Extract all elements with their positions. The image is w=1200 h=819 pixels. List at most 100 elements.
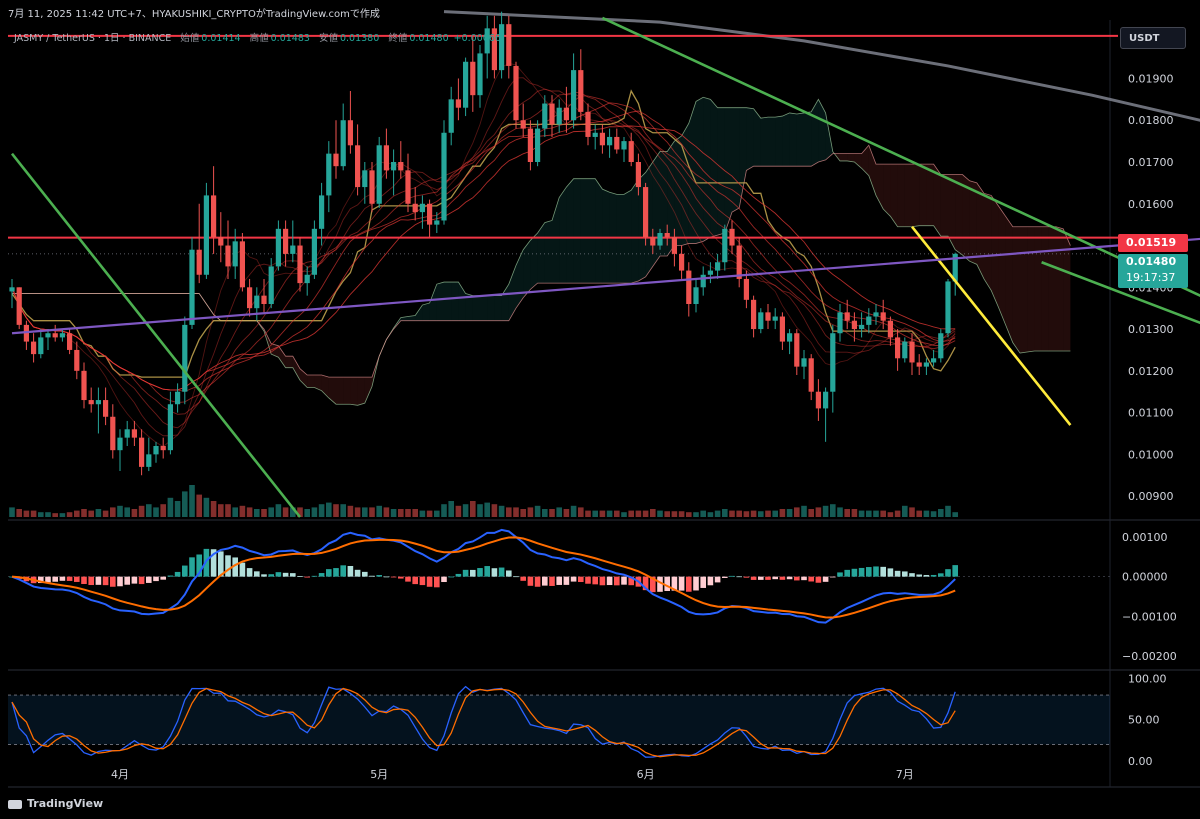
ichimoku-cloud (11, 89, 1071, 406)
candle-body (95, 400, 101, 405)
candle-body (772, 316, 778, 321)
cloud-segment (480, 295, 488, 321)
macd-histogram-bar (916, 574, 922, 577)
price-tick-label: 0.01900 (1128, 72, 1174, 85)
volume-bar (189, 485, 195, 517)
macd-tick-label: −0.00100 (1122, 610, 1177, 623)
volume-bar (419, 510, 426, 517)
macd-histogram-bar (398, 576, 404, 579)
volume-bar (290, 507, 296, 517)
macd-histogram-bar (686, 576, 692, 592)
macd-histogram-bar (419, 576, 426, 586)
volume-bar (657, 510, 663, 517)
candle-body (67, 333, 73, 350)
ribbon-ma-33 (11, 125, 956, 391)
cloud-segment (343, 377, 351, 405)
cloud-segment (660, 151, 668, 256)
volume-bar (887, 512, 894, 517)
macd-histogram-bar (210, 549, 217, 577)
candle-body (794, 333, 800, 367)
ohlc-open-value: 0.01414 (201, 33, 241, 44)
macd-histogram-bar (722, 576, 728, 578)
macd-histogram-bar (585, 576, 591, 584)
macd-histogram-bar (758, 576, 764, 580)
volume-bar (858, 510, 865, 517)
candle-body (571, 70, 577, 121)
candle-body (916, 362, 922, 367)
symbol-name: JASMY / TetherUS · 1日 · BINANCE (14, 33, 172, 44)
cloud-segment (523, 240, 531, 298)
candle-body (556, 107, 562, 125)
tradingview-logo[interactable]: TradingView (8, 797, 103, 810)
volume-bar (441, 504, 447, 517)
macd-histogram-bar (750, 576, 757, 580)
ohlc-close-label: 終値 (388, 33, 408, 44)
attribution-text: 7月 11, 2025 11:42 UTC+7、HYAKUSHIKI_CRYPT… (8, 9, 380, 20)
volume-bar (268, 507, 274, 517)
volume-bar (66, 512, 73, 517)
macd-histogram-bar (621, 576, 627, 585)
macd-histogram-bar (95, 576, 102, 585)
macd-histogram-bar (167, 575, 174, 577)
cloud-segment (588, 178, 596, 284)
volume-bar (333, 504, 339, 517)
volume-bar (52, 513, 58, 517)
volume-bar (578, 507, 584, 517)
volume-bar (470, 501, 476, 517)
symbol-info: JASMY / TetherUS · 1日 · BINANCE 始値 0.0141… (14, 30, 501, 44)
cloud-segment (1063, 228, 1071, 351)
candle-body (196, 249, 202, 275)
volume-bar (282, 507, 289, 517)
candle-body (715, 262, 721, 271)
candle-body (45, 333, 51, 338)
volume-bar (45, 512, 51, 517)
volume-bar (434, 510, 440, 517)
volume-bar (196, 494, 202, 517)
macd-histogram-bar (462, 569, 469, 577)
ribbon-ma-20 (11, 95, 956, 404)
cloud-segment (616, 194, 624, 284)
candle-body (38, 337, 44, 355)
cloud-segment (883, 164, 891, 217)
candle-body (923, 362, 929, 367)
macd-histogram-bar (858, 567, 865, 577)
volume-bar (873, 510, 879, 517)
volume-bar (16, 509, 22, 517)
candle-body (74, 349, 80, 371)
volume-bar (455, 505, 462, 517)
macd-histogram-bar (45, 576, 51, 583)
cloud-segment (933, 164, 941, 237)
macd-histogram-bar (678, 576, 685, 591)
macd-histogram-bar (441, 576, 447, 583)
long-moving-average (443, 10, 1200, 122)
macd-histogram-bar (506, 570, 512, 577)
candle-body (801, 358, 807, 367)
cloud-segment (408, 315, 416, 321)
volume-bar (326, 502, 332, 517)
macd-histogram-bar (318, 573, 325, 577)
candle-body (751, 299, 757, 330)
countdown-value: 19:17:37 (1126, 271, 1176, 284)
candle-body (326, 153, 332, 196)
candle-body (823, 391, 829, 409)
macd-histogram-bar (225, 555, 231, 577)
currency-button[interactable]: USDT (1120, 27, 1186, 49)
macd-histogram-bar (772, 576, 778, 580)
volume-bar (880, 510, 886, 517)
volume-bar (412, 509, 418, 517)
candle-body (340, 120, 346, 167)
cloud-segment (998, 205, 1006, 325)
cloud-segment (890, 164, 898, 227)
volume-bar (117, 505, 123, 517)
macd-histogram-bar (66, 576, 73, 581)
candle-body (535, 128, 541, 162)
candle-body (167, 404, 173, 451)
macd-histogram-bar (232, 557, 238, 577)
candle-body (909, 341, 915, 363)
volume-bar (592, 510, 598, 517)
macd-histogram-bar (448, 576, 454, 578)
macd-histogram-bar (614, 576, 620, 586)
macd-histogram-bar (455, 573, 462, 577)
volume-bar (340, 504, 346, 517)
